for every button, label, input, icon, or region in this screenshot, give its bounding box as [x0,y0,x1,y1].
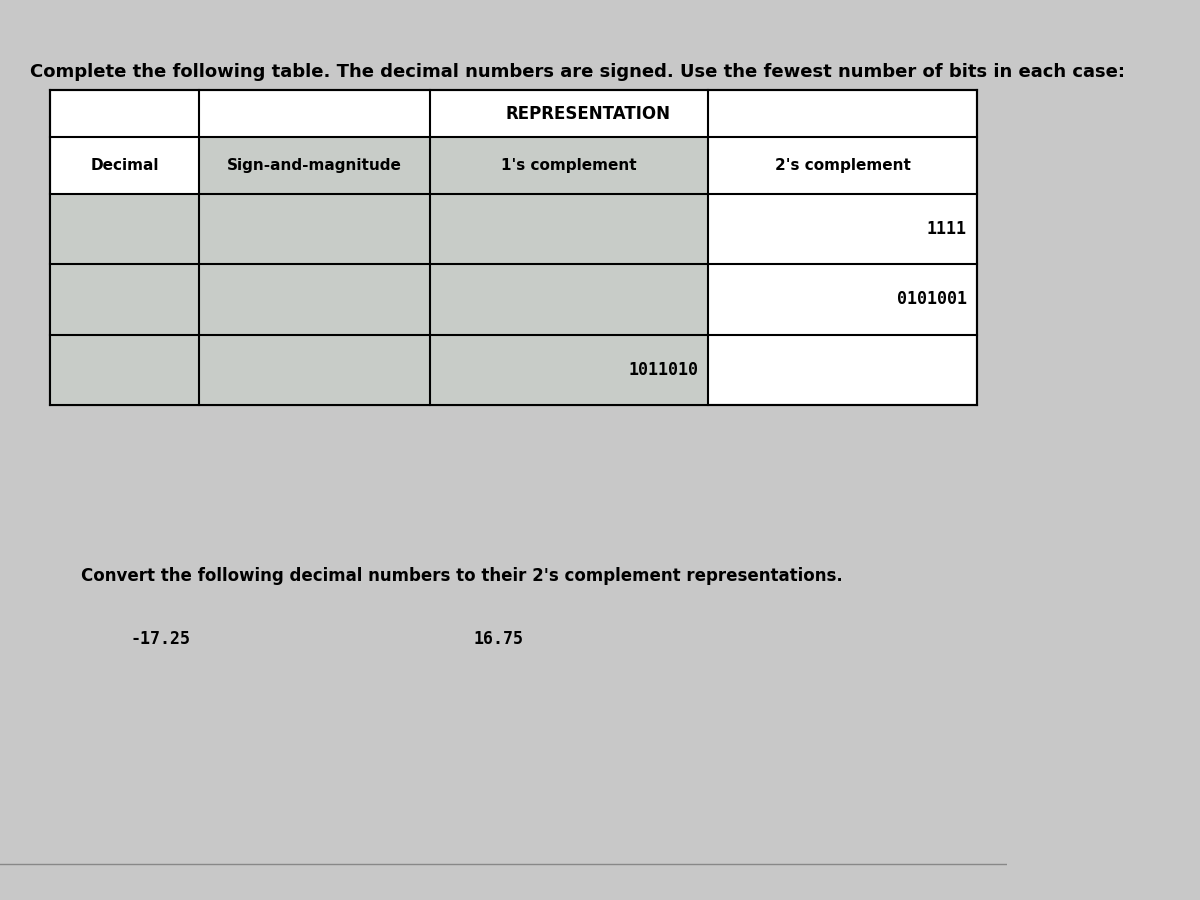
Text: Sign-and-magnitude: Sign-and-magnitude [227,158,402,173]
Text: 0101001: 0101001 [896,291,967,309]
Text: Decimal: Decimal [90,158,158,173]
Bar [50,194,199,265]
Text: 1111: 1111 [926,220,967,238]
Bar [50,335,199,405]
Bar [199,138,431,194]
Text: REPRESENTATION: REPRESENTATION [505,104,671,122]
Bar [50,265,199,335]
Bar [431,194,708,265]
Text: Convert the following decimal numbers to their 2's complement representations.: Convert the following decimal numbers to… [80,567,842,585]
Text: -17.25: -17.25 [131,630,191,648]
Bar [431,265,708,335]
Text: 1's complement: 1's complement [502,158,637,173]
Bar [199,194,431,265]
Bar [199,265,431,335]
Bar [431,335,708,405]
Text: 1011010: 1011010 [628,361,698,379]
Bar [431,138,708,194]
Text: Complete the following table. The decimal numbers are signed. Use the fewest num: Complete the following table. The decima… [30,63,1126,81]
Bar [199,335,431,405]
Text: 16.75: 16.75 [473,630,523,648]
Text: 2's complement: 2's complement [775,158,911,173]
